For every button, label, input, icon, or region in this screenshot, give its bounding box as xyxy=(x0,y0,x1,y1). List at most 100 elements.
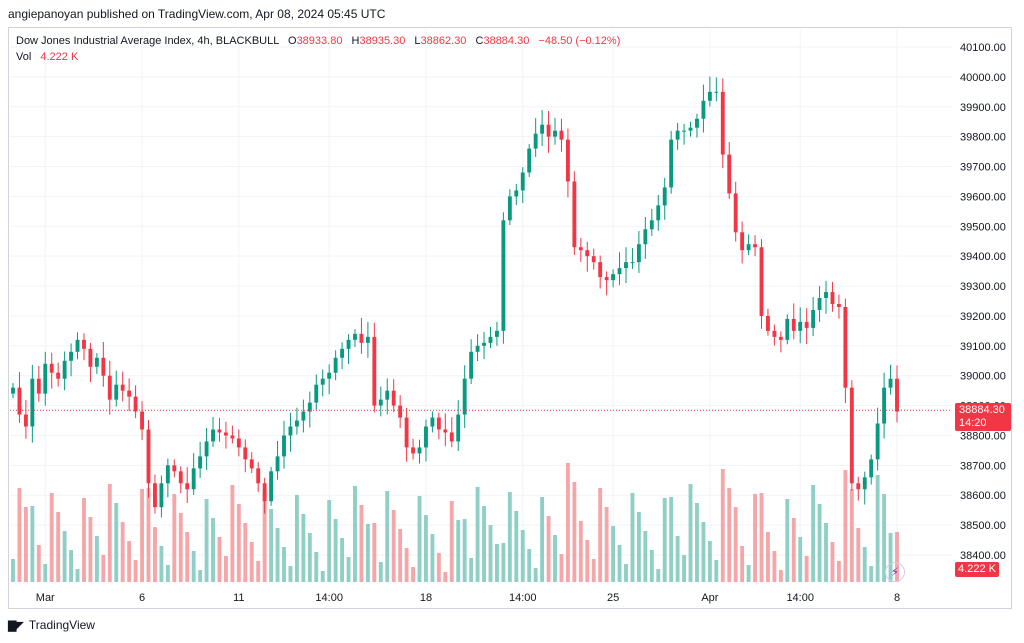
volume-bar xyxy=(411,567,415,582)
volume-bar xyxy=(94,536,99,582)
candle-body xyxy=(372,336,377,406)
volume-bar xyxy=(101,555,106,582)
volume-bar xyxy=(495,544,499,582)
volume-bar xyxy=(153,527,157,582)
volume-bar xyxy=(82,498,86,582)
price-axis: 40100.00 40000.00 39900.00 39800.00 39700.00… xyxy=(960,42,1006,562)
candle-body xyxy=(707,91,712,101)
lightning-icon[interactable]: ⚡ xyxy=(885,562,905,582)
footer: ▇◤ TradingView xyxy=(8,618,95,632)
candle-body xyxy=(365,336,370,343)
y-tick-label: 40100.00 xyxy=(960,42,1006,54)
volume-bar xyxy=(546,516,551,582)
volume-bar xyxy=(714,560,719,582)
volume-bar xyxy=(378,562,383,582)
candle-body xyxy=(540,124,545,134)
volume-bar xyxy=(785,499,790,582)
volume-bar xyxy=(288,566,293,582)
volume-bar xyxy=(811,485,816,582)
candle-body xyxy=(740,232,745,251)
volume-bar xyxy=(830,542,835,582)
low-value: 38862.30 xyxy=(420,35,467,47)
volume-bar xyxy=(598,488,603,582)
x-tick-label: 8 xyxy=(894,592,900,604)
x-tick-label: 14:00 xyxy=(509,592,537,604)
candle-body xyxy=(875,423,880,460)
candle-body xyxy=(127,390,132,397)
candle-body xyxy=(82,339,86,349)
volume-bar xyxy=(682,555,687,582)
volume-bar xyxy=(262,490,267,582)
symbol-title[interactable]: Dow Jones Industrial Average Index, 4h, … xyxy=(16,35,279,47)
volume-bars xyxy=(11,463,899,582)
volume-bar xyxy=(365,524,370,582)
candle-body xyxy=(75,339,80,352)
candle-body xyxy=(294,420,299,427)
publisher-line: angiepanoyan published on TradingView.co… xyxy=(8,7,386,21)
candle-body xyxy=(146,429,151,484)
candle-body xyxy=(669,139,674,188)
candle-body xyxy=(636,244,641,263)
candle-body xyxy=(249,459,254,469)
volume-bar xyxy=(624,564,628,582)
candle-body xyxy=(307,402,312,412)
volume-bar xyxy=(469,558,474,582)
volume-bar xyxy=(417,496,422,582)
volume-bar xyxy=(230,485,235,582)
candle-body xyxy=(682,130,687,132)
volume-bar xyxy=(475,487,480,582)
volume-bar xyxy=(359,505,364,582)
candle-body xyxy=(843,306,848,388)
candle-body xyxy=(153,483,157,508)
candle-body xyxy=(198,456,203,469)
volume-bar xyxy=(114,503,119,582)
volume-bar xyxy=(49,493,54,582)
volume-bar xyxy=(30,506,35,582)
volume-bar xyxy=(875,475,880,582)
candle-body xyxy=(849,387,854,484)
candle-body xyxy=(559,130,564,140)
volume-bar xyxy=(165,565,170,582)
candle-body xyxy=(23,414,28,427)
y-tick-label: 39300.00 xyxy=(960,281,1006,293)
volume-bar xyxy=(204,499,209,582)
volume-bar xyxy=(191,551,196,582)
volume-bar xyxy=(23,507,28,582)
candle-body xyxy=(495,330,499,337)
candle-body xyxy=(120,384,125,391)
candle-body xyxy=(30,378,35,427)
candle-body xyxy=(282,435,286,457)
candle-body xyxy=(211,429,215,442)
volume-bar xyxy=(856,528,861,582)
candle-body xyxy=(695,118,699,128)
volume-bar xyxy=(733,507,738,582)
volume-bar xyxy=(211,518,215,582)
y-tick-label: 38700.00 xyxy=(960,460,1006,472)
candle-body xyxy=(759,247,764,316)
volume-bar xyxy=(69,550,74,582)
y-tick-label: 39900.00 xyxy=(960,102,1006,114)
volume-bar xyxy=(404,548,409,582)
candle-body xyxy=(514,190,519,197)
x-tick-label: 6 xyxy=(139,592,145,604)
volume-bar xyxy=(759,493,764,582)
last-price-tag: 38884.30 14:20 xyxy=(955,403,1011,432)
candle-body xyxy=(882,387,887,424)
volume-bar xyxy=(572,482,577,582)
volume-bar xyxy=(636,512,641,582)
volume-bar xyxy=(385,491,390,582)
candle-body xyxy=(411,447,415,454)
candle-body xyxy=(733,193,738,233)
volume-bar xyxy=(895,532,899,582)
volume-bar xyxy=(17,488,22,582)
candle-body xyxy=(107,375,112,400)
candle-body xyxy=(443,429,448,433)
volume-bar xyxy=(514,511,519,582)
volume-bar xyxy=(617,545,622,582)
candle-body xyxy=(191,468,196,490)
volume-bar xyxy=(740,546,745,582)
volume-bar xyxy=(527,549,532,582)
volume-bar xyxy=(888,533,893,582)
brand-name: TradingView xyxy=(28,618,95,632)
